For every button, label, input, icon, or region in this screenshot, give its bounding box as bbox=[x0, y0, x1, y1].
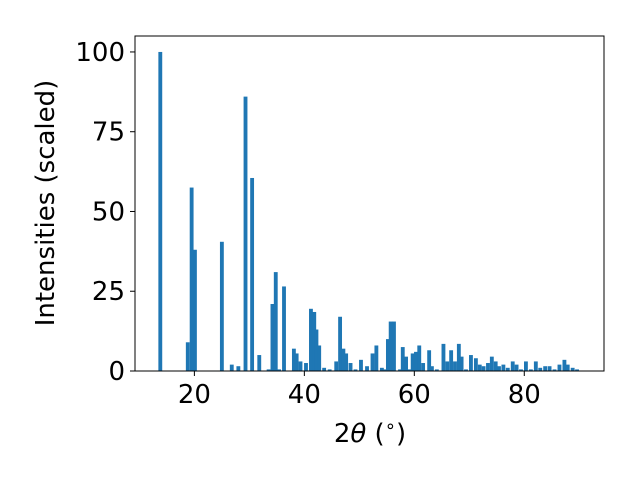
bar-65 bbox=[497, 366, 501, 371]
x-tick-label: 60 bbox=[398, 380, 431, 410]
bar-20 bbox=[312, 311, 317, 371]
bar-1 bbox=[185, 342, 190, 371]
bar-24 bbox=[327, 369, 332, 371]
x-axis-ticks: 20 40 60 80 bbox=[178, 371, 541, 410]
bar-81 bbox=[570, 367, 575, 371]
bar-82 bbox=[575, 369, 579, 371]
bar-56 bbox=[459, 356, 464, 371]
x-tick-label: 40 bbox=[288, 380, 321, 410]
bar-45 bbox=[414, 351, 418, 371]
bar-61 bbox=[481, 366, 486, 371]
bar-70 bbox=[519, 369, 523, 371]
bar-40 bbox=[398, 369, 402, 371]
bar-36 bbox=[382, 369, 387, 371]
y-tick-label: 0 bbox=[108, 357, 125, 387]
bar-72 bbox=[528, 369, 533, 371]
bar-series bbox=[158, 51, 579, 372]
bar-67 bbox=[505, 367, 510, 371]
bar-13 bbox=[277, 369, 281, 371]
y-tick-label: 50 bbox=[92, 197, 125, 227]
bar-0 bbox=[158, 51, 163, 371]
bar-17 bbox=[298, 361, 303, 371]
bar-34 bbox=[374, 345, 379, 371]
bar-33 bbox=[370, 353, 375, 371]
bar-46 bbox=[417, 345, 422, 371]
bar-42 bbox=[404, 356, 408, 371]
bar-16 bbox=[294, 353, 299, 371]
bar-79 bbox=[562, 359, 567, 371]
bar-74 bbox=[538, 367, 543, 371]
bar-73 bbox=[533, 361, 538, 371]
bar-7 bbox=[243, 96, 248, 372]
bar-38 bbox=[388, 321, 393, 371]
bar-14 bbox=[282, 286, 286, 371]
bar-47 bbox=[421, 363, 426, 371]
x-tick-label: 80 bbox=[508, 380, 541, 410]
y-axis-label: Intensities (scaled) bbox=[31, 80, 61, 327]
bar-23 bbox=[322, 367, 327, 371]
bar-66 bbox=[501, 364, 506, 371]
bar-5 bbox=[229, 364, 234, 371]
bar-41 bbox=[400, 347, 405, 371]
bar-60 bbox=[477, 364, 482, 371]
bar-50 bbox=[434, 369, 439, 371]
bar-76 bbox=[547, 366, 552, 371]
bar-2 bbox=[189, 187, 194, 371]
bar-54 bbox=[453, 361, 457, 371]
x-axis-label: 2θ (∘) bbox=[334, 416, 406, 449]
bar-63 bbox=[489, 356, 494, 371]
bar-51 bbox=[441, 343, 446, 371]
bar-64 bbox=[493, 361, 498, 371]
bar-26 bbox=[338, 316, 343, 371]
bar-32 bbox=[365, 366, 369, 371]
bar-59 bbox=[473, 358, 478, 371]
bar-22 bbox=[317, 345, 322, 371]
bar-15 bbox=[291, 348, 296, 371]
y-tick-label: 25 bbox=[92, 277, 125, 307]
bar-30 bbox=[353, 369, 358, 371]
bar-37 bbox=[385, 339, 390, 371]
y-tick-label: 75 bbox=[92, 118, 125, 148]
bar-69 bbox=[514, 364, 519, 371]
bar-48 bbox=[427, 350, 432, 371]
x-tick-label: 20 bbox=[178, 380, 211, 410]
bar-27 bbox=[341, 348, 346, 371]
bar-12 bbox=[273, 272, 278, 371]
bar-4 bbox=[219, 241, 224, 371]
y-axis-ticks: 0 25 50 75 100 bbox=[75, 38, 135, 387]
bar-25 bbox=[334, 361, 339, 371]
bar-44 bbox=[410, 353, 415, 371]
bar-78 bbox=[557, 364, 562, 371]
bar-6 bbox=[236, 366, 241, 371]
bar-62 bbox=[486, 363, 490, 371]
bar-35 bbox=[379, 367, 384, 371]
bar-9 bbox=[257, 355, 262, 371]
bar-19 bbox=[309, 308, 313, 371]
bar-58 bbox=[469, 355, 473, 371]
bar-21 bbox=[314, 329, 319, 371]
bar-39 bbox=[392, 321, 396, 371]
bar-11 bbox=[270, 304, 275, 371]
bar-8 bbox=[250, 177, 255, 371]
bar-77 bbox=[552, 369, 557, 371]
bar-49 bbox=[429, 366, 434, 371]
bar-10 bbox=[266, 369, 271, 371]
bar-71 bbox=[524, 361, 528, 371]
bar-55 bbox=[456, 343, 461, 371]
bar-57 bbox=[464, 369, 468, 371]
plot-frame bbox=[134, 35, 605, 372]
bar-75 bbox=[543, 366, 548, 371]
bar-53 bbox=[449, 350, 454, 371]
bar-43 bbox=[407, 369, 412, 371]
bar-28 bbox=[344, 353, 349, 371]
bar-80 bbox=[565, 364, 570, 371]
bar-3 bbox=[193, 249, 197, 371]
y-tick-label: 100 bbox=[75, 38, 125, 68]
bar-68 bbox=[510, 361, 515, 371]
bar-31 bbox=[359, 359, 363, 371]
bar-52 bbox=[445, 361, 450, 371]
bar-29 bbox=[348, 363, 353, 371]
bar-18 bbox=[304, 363, 308, 371]
